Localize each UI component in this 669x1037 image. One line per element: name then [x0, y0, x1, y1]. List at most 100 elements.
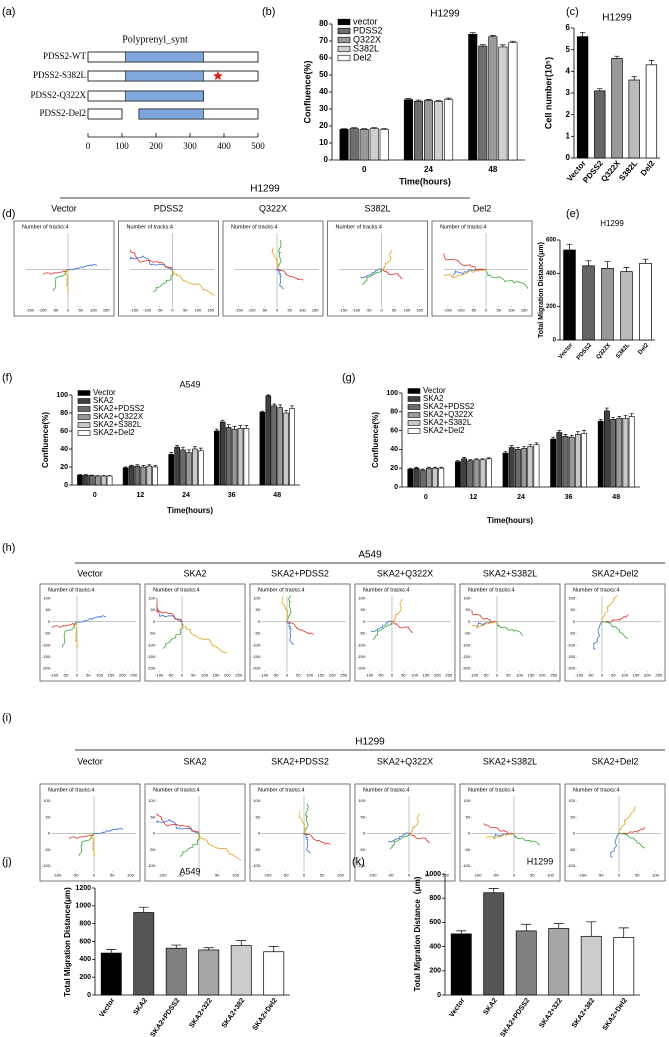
- bar: [434, 101, 444, 161]
- chart-title: H1299: [602, 13, 632, 24]
- bar: [213, 430, 220, 486]
- y-tick-label: 30: [319, 104, 328, 113]
- panel-frame: [118, 220, 219, 317]
- x-tick-label: 250: [445, 673, 452, 678]
- chart-title: A549: [179, 379, 200, 389]
- y-tick-label: -50: [359, 631, 366, 636]
- panel-frame: [39, 583, 141, 682]
- error-bar: [597, 88, 603, 91]
- x-tick-label: -100: [575, 673, 584, 678]
- bar: [231, 428, 238, 486]
- panel-title: SKA2+S382L: [483, 568, 537, 578]
- y-tick-label: -150: [147, 654, 156, 659]
- y-tick-label: -100: [147, 642, 156, 647]
- y-tick-label: 50: [466, 814, 471, 819]
- cell-track: [303, 803, 309, 834]
- cell-track: [513, 833, 541, 846]
- x-tick-label: 0: [485, 308, 488, 313]
- x-tick-label: SKA2+322: [538, 997, 564, 1029]
- x-axis-label: Time(hours): [487, 516, 533, 525]
- cell-track: [285, 621, 294, 645]
- legend-label: Del2: [353, 52, 372, 62]
- x-tick-label: 200: [149, 141, 163, 151]
- y-tick-label: 0: [87, 992, 91, 999]
- x-tick-label: -100: [365, 673, 374, 678]
- y-tick-label: -50: [254, 847, 261, 852]
- bar: [146, 465, 153, 486]
- cell-track: [286, 595, 292, 622]
- y-tick-label: 100: [253, 798, 260, 803]
- cell-track: [360, 268, 382, 278]
- error-bar: [585, 260, 592, 266]
- panel-title: SKA2+S382L: [483, 756, 537, 766]
- panel-title: SKA2+Q322X: [377, 756, 433, 766]
- bar: [77, 474, 83, 486]
- x-tick-label: -150: [130, 308, 139, 313]
- y-tick-label: 60: [390, 427, 398, 434]
- panel-frame: [431, 220, 533, 317]
- bar: [601, 267, 614, 341]
- y-tick-label: 0: [553, 338, 557, 344]
- panel-title: Vector: [51, 203, 77, 213]
- y-tick-label: 100: [148, 798, 155, 803]
- x-tick-label: 0: [181, 673, 184, 678]
- cell-track: [408, 833, 431, 844]
- bar: [597, 420, 604, 488]
- y-tick-label: -100: [147, 863, 156, 868]
- y-tick-label: 0: [153, 831, 156, 836]
- x-tick-label: 100: [652, 873, 659, 878]
- x-tick-label: 50: [86, 673, 91, 678]
- x-axis-label: Time(hours): [167, 506, 213, 515]
- bar: [122, 467, 129, 486]
- cell-track: [601, 595, 618, 622]
- x-tick-label: Del2: [639, 158, 657, 177]
- x-tick-label: Del2: [637, 342, 650, 356]
- chart-title: H1299: [600, 219, 624, 228]
- x-tick-label: SKA2: [132, 997, 149, 1016]
- error-bar: [420, 468, 425, 471]
- x-tick-label: 50: [320, 873, 325, 878]
- y-tick-label: 50: [361, 607, 366, 612]
- y-tick-label: -100: [462, 863, 471, 868]
- y-tick-label: 100: [386, 390, 398, 397]
- x-tick-label: -50: [598, 873, 605, 878]
- domain-box: [125, 51, 204, 63]
- x-tick-label: 0: [408, 873, 411, 878]
- bar: [468, 33, 478, 161]
- x-tick-label: -150: [235, 308, 244, 313]
- y-tick-label: -100: [357, 642, 366, 647]
- cell-track: [471, 610, 498, 623]
- y-tick-label: -50: [254, 631, 261, 636]
- y-tick-label: 100: [253, 595, 260, 600]
- bar: [576, 36, 589, 159]
- error-bar: [415, 99, 422, 102]
- x-tick-label: -100: [263, 873, 272, 878]
- bar: [359, 129, 369, 161]
- error-bar: [439, 466, 444, 469]
- bar: [133, 912, 155, 996]
- bar: [83, 474, 89, 486]
- x-tick-label: -100: [473, 873, 482, 878]
- x-tick-label: 0: [198, 873, 201, 878]
- error-bar: [215, 428, 219, 431]
- cell-track: [618, 805, 636, 834]
- error-bar: [456, 930, 467, 934]
- error-bar: [516, 447, 520, 450]
- panel-frame: [354, 783, 456, 882]
- y-tick-label: 600: [79, 938, 91, 945]
- bar: [502, 452, 509, 488]
- panel-label: (f): [2, 372, 12, 384]
- y-tick-label: 400: [546, 271, 557, 277]
- bar: [379, 129, 389, 161]
- y-tick-label: -150: [252, 654, 261, 659]
- cell-track: [485, 833, 515, 840]
- error-bar: [272, 403, 277, 406]
- error-bar: [648, 60, 655, 65]
- x-tick-label: -100: [368, 873, 377, 878]
- bar: [616, 418, 623, 488]
- error-bar: [488, 888, 499, 893]
- bar: [180, 449, 186, 486]
- error-bar: [341, 128, 348, 130]
- bar: [467, 460, 474, 488]
